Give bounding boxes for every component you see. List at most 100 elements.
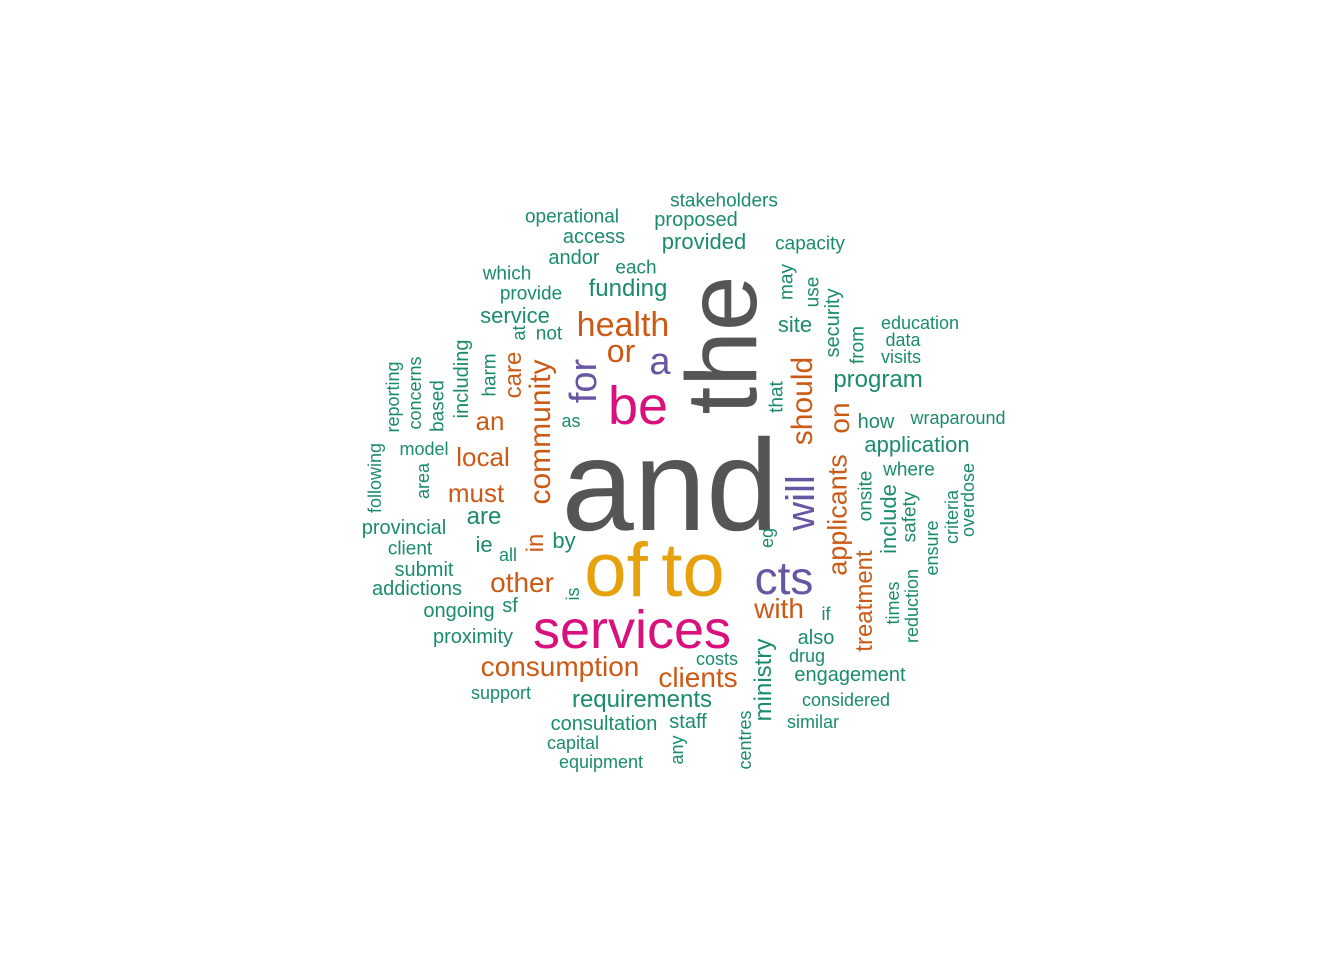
word-applicants: applicants	[822, 454, 853, 576]
word-times: times	[883, 581, 903, 625]
word-centres: centres	[735, 710, 755, 770]
word-also: also	[797, 627, 835, 649]
word-each: each	[615, 257, 657, 279]
word-be: be	[607, 376, 669, 436]
word-how: how	[857, 411, 895, 433]
word-provincial: provincial	[361, 517, 447, 539]
word-not: not	[535, 323, 563, 345]
word-funding: funding	[588, 275, 668, 302]
word-or: or	[606, 333, 636, 369]
word-ongoing: ongoing	[423, 600, 495, 622]
word-as: as	[561, 411, 581, 431]
word-submit: submit	[394, 559, 454, 581]
word-clients: clients	[658, 662, 738, 693]
word-ministry: ministry	[750, 638, 777, 722]
word-concerns: concerns	[405, 356, 425, 430]
word-include: include	[876, 484, 901, 554]
word-other: other	[490, 567, 554, 598]
word-drug: drug	[788, 646, 826, 666]
word-cts: cts	[754, 552, 814, 604]
word-area: area	[413, 462, 433, 500]
word-to: to	[661, 528, 725, 613]
word-harm: harm	[479, 353, 501, 397]
word-from: from	[847, 326, 869, 364]
word-and: and	[561, 412, 779, 558]
word-use: use	[802, 276, 824, 308]
word-wraparound: wraparound	[910, 408, 1006, 428]
word-overdose: overdose	[958, 462, 978, 538]
word-are: are	[466, 503, 502, 530]
word-reduction: reduction	[902, 568, 922, 644]
word-for: for	[563, 358, 605, 404]
word-education: education	[880, 313, 960, 333]
word-any: any	[667, 735, 687, 765]
word-of: of	[584, 528, 648, 613]
word-reporting: reporting	[383, 361, 403, 433]
word-the: the	[666, 275, 778, 415]
word-on: on	[824, 402, 855, 434]
word-andor: andor	[548, 247, 600, 269]
word-support: support	[470, 683, 532, 703]
word-services: services	[532, 600, 732, 660]
word-data: data	[885, 330, 921, 350]
word-including: including	[451, 339, 473, 419]
word-eg: eg	[757, 527, 777, 549]
word-requirements: requirements	[571, 686, 713, 713]
word-client: client	[387, 538, 433, 560]
word-operational: operational	[524, 206, 620, 228]
word-care: care	[500, 351, 527, 399]
word-consultation: consultation	[550, 713, 658, 735]
word-application: application	[864, 432, 970, 457]
word-access: access	[562, 226, 626, 248]
word-by: by	[552, 528, 576, 553]
word-must: must	[447, 478, 505, 508]
word-visits: visits	[881, 347, 921, 367]
word-ensure: ensure	[922, 520, 942, 576]
word-addictions: addictions	[371, 578, 463, 600]
word-where: where	[883, 459, 935, 481]
word-community: community	[524, 359, 557, 505]
word-may: may	[776, 264, 798, 300]
word-engagement: engagement	[794, 664, 906, 686]
word-if: if	[821, 604, 831, 624]
word-will: will	[779, 475, 823, 531]
word-at: at	[509, 325, 529, 341]
word-program: program	[833, 366, 923, 393]
word-local: local	[456, 442, 510, 472]
word-onsite: onsite	[855, 470, 877, 522]
word-that: that	[766, 381, 788, 413]
word-an: an	[475, 406, 505, 436]
word-is: is	[563, 587, 583, 601]
word-following: following	[365, 442, 385, 514]
word-provided: provided	[661, 229, 747, 254]
word-based: based	[427, 380, 449, 432]
word-stakeholders: stakeholders	[670, 190, 778, 212]
word-in: in	[522, 533, 549, 553]
word-with: with	[754, 593, 804, 624]
word-a: a	[649, 341, 671, 383]
word-all: all	[498, 545, 518, 565]
word-should: should	[786, 356, 819, 446]
word-costs: costs	[695, 649, 739, 669]
word-equipment: equipment	[558, 752, 644, 772]
word-provide: provide	[499, 283, 563, 305]
word-staff: staff	[669, 711, 707, 733]
word-capital: capital	[546, 733, 600, 753]
word-ie: ie	[475, 532, 493, 557]
word-considered: considered	[801, 690, 891, 710]
word-proximity: proximity	[432, 626, 514, 648]
word-sf: sf	[502, 595, 518, 617]
word-model: model	[399, 439, 449, 459]
word-capacity: capacity	[775, 233, 845, 255]
word-safety: safety	[899, 491, 921, 543]
word-treatment: treatment	[851, 550, 878, 652]
word-site: site	[777, 312, 813, 337]
word-proposed: proposed	[654, 209, 738, 231]
word-consumption: consumption	[480, 651, 640, 682]
word-which: which	[482, 263, 532, 285]
word-similar: similar	[787, 712, 839, 732]
word-security: security	[822, 288, 844, 358]
word-service: service	[480, 303, 550, 328]
word-health: health	[576, 306, 670, 344]
